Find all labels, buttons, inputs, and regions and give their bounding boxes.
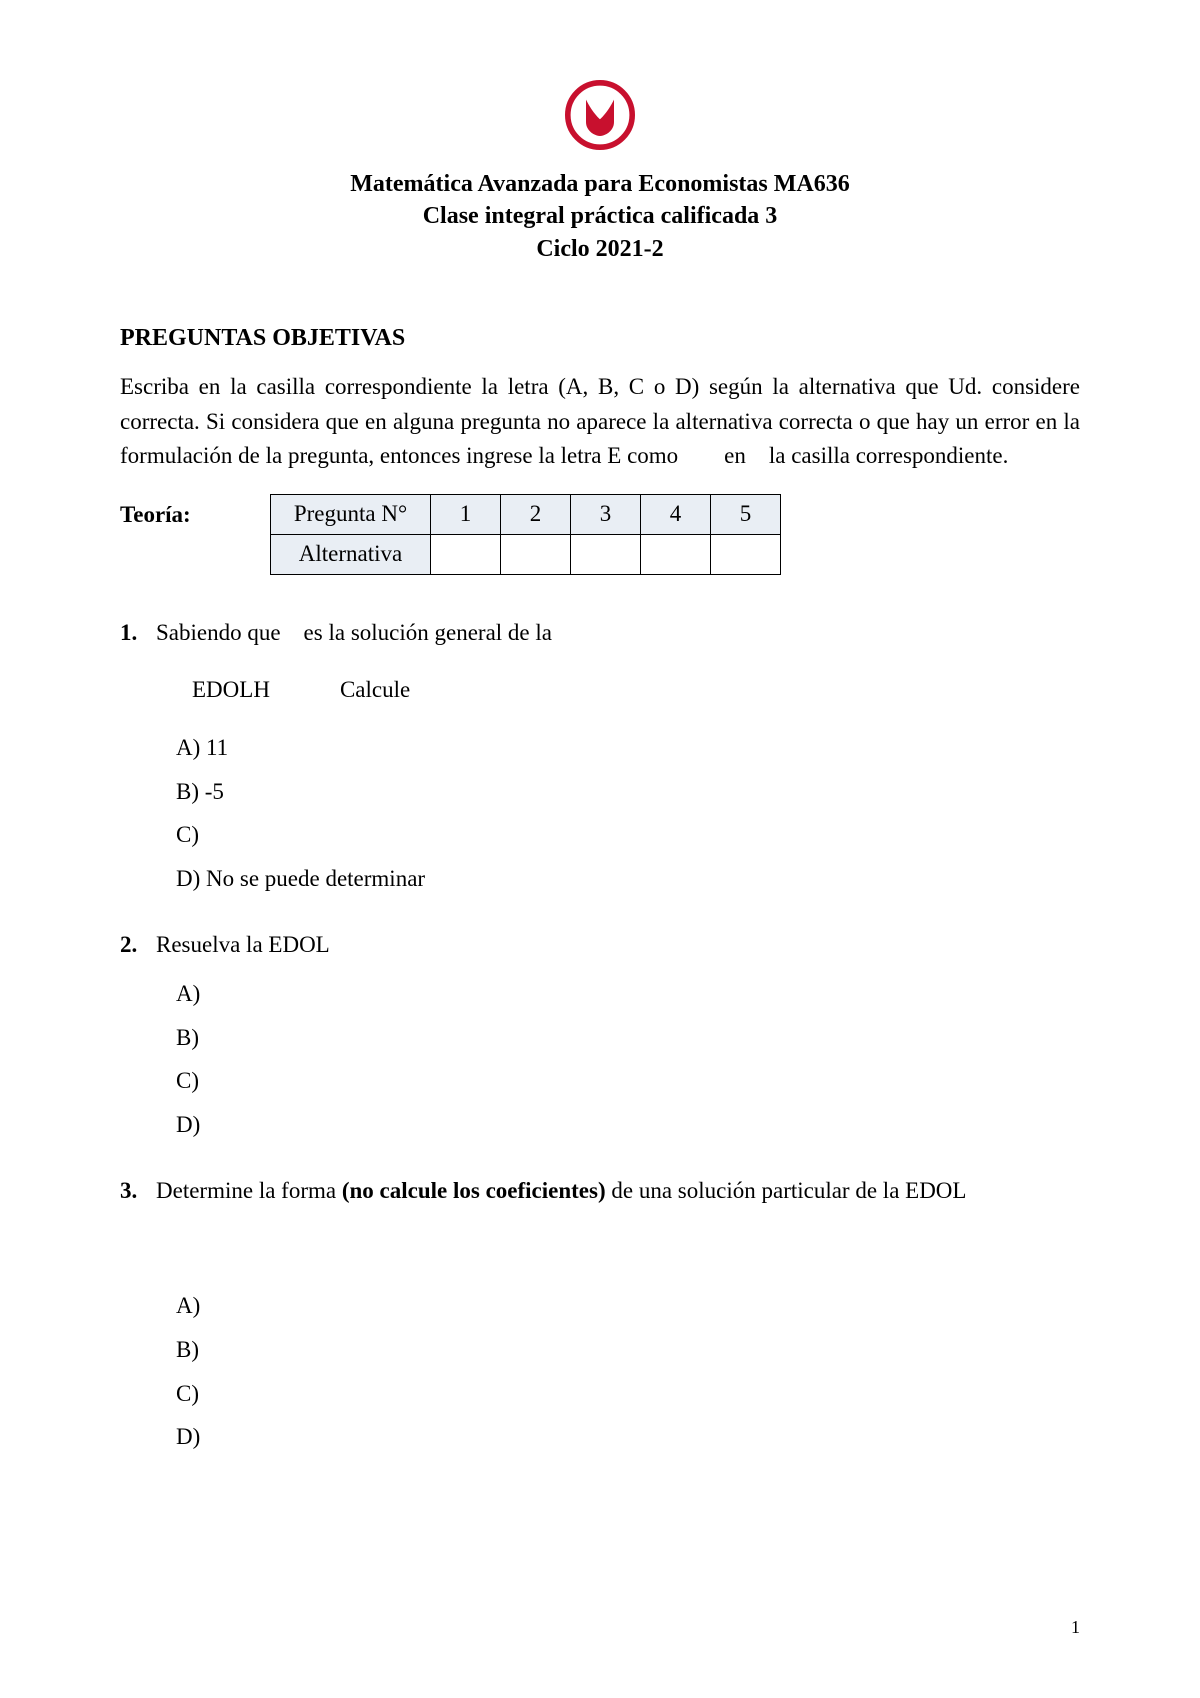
page-number: 1 (1071, 1617, 1080, 1638)
q3-text-bold: (no calcule los coeficientes) (342, 1178, 606, 1203)
question-number: 2. (120, 927, 156, 963)
header-line-2: Clase integral práctica calificada 3 (120, 200, 1080, 232)
option-d: D) No se puede determinar (176, 861, 1080, 897)
logo-container (120, 80, 1080, 150)
calcule-label: Calcule (340, 677, 410, 702)
option-a: A) 11 (176, 730, 1080, 766)
document-header: Matemática Avanzada para Economistas MA6… (120, 168, 1080, 265)
q3-text-post: de una solución particular de la EDOL (606, 1178, 967, 1203)
table-col-1: 1 (431, 494, 501, 534)
options-list: A) 11 B) -5 C) D) No se puede determinar (176, 730, 1080, 897)
table-row: Pregunta N° 1 2 3 4 5 (271, 494, 781, 534)
table-header-alternativa: Alternativa (271, 534, 431, 574)
teoria-label: Teoría: (120, 494, 270, 528)
question-3: 3. Determine la forma (no calcule los co… (120, 1173, 1080, 1455)
answer-cell-3[interactable] (571, 534, 641, 574)
table-row: Alternativa (271, 534, 781, 574)
option-d: D) (176, 1419, 1080, 1455)
question-number: 3. (120, 1173, 156, 1209)
question-text: Sabiendo que es la solución general de l… (156, 615, 1080, 651)
table-col-2: 2 (501, 494, 571, 534)
question-subline: EDOLH Calcule (192, 672, 1080, 708)
option-d: D) (176, 1107, 1080, 1143)
option-c: C) (176, 1063, 1080, 1099)
question-text: Resuelva la EDOL (156, 927, 1080, 963)
option-a: A) (176, 1288, 1080, 1324)
option-c: C) (176, 817, 1080, 853)
option-a: A) (176, 976, 1080, 1012)
header-line-1: Matemática Avanzada para Economistas MA6… (120, 168, 1080, 200)
options-list: A) B) C) D) (176, 976, 1080, 1143)
answer-cell-1[interactable] (431, 534, 501, 574)
answer-cell-2[interactable] (501, 534, 571, 574)
answer-table: Pregunta N° 1 2 3 4 5 Alternativa (270, 494, 781, 575)
option-b: B) -5 (176, 774, 1080, 810)
option-b: B) (176, 1020, 1080, 1056)
q3-text-pre: Determine la forma (156, 1178, 342, 1203)
options-list: A) B) C) D) (176, 1288, 1080, 1455)
edolh-label: EDOLH (192, 677, 270, 702)
table-col-5: 5 (711, 494, 781, 534)
table-header-pregunta: Pregunta N° (271, 494, 431, 534)
header-line-3: Ciclo 2021-2 (120, 233, 1080, 265)
instructions-paragraph: Escriba en la casilla correspondiente la… (120, 370, 1080, 474)
question-2: 2. Resuelva la EDOL A) B) C) D) (120, 927, 1080, 1143)
question-1: 1. Sabiendo que es la solución general d… (120, 615, 1080, 897)
table-col-4: 4 (641, 494, 711, 534)
university-logo-icon (565, 80, 635, 150)
section-heading: PREGUNTAS OBJETIVAS (120, 325, 1080, 352)
option-b: B) (176, 1332, 1080, 1368)
teoria-row: Teoría: Pregunta N° 1 2 3 4 5 Alternativ… (120, 494, 1080, 575)
option-c: C) (176, 1376, 1080, 1412)
table-col-3: 3 (571, 494, 641, 534)
answer-cell-5[interactable] (711, 534, 781, 574)
question-number: 1. (120, 615, 156, 651)
answer-cell-4[interactable] (641, 534, 711, 574)
question-text: Determine la forma (no calcule los coefi… (156, 1173, 1080, 1209)
